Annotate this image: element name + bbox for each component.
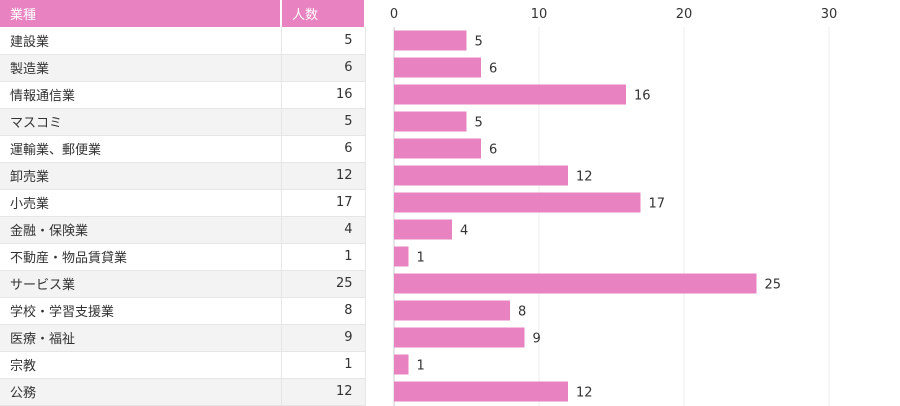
count-cell: 16 (281, 81, 366, 109)
count-cell: 12 (281, 162, 366, 190)
industry-cell: 情報通信業 (0, 81, 282, 109)
count-cell: 6 (281, 54, 366, 82)
table-row: 小売業 17 (0, 189, 366, 217)
table-row: 建設業 5 (0, 27, 366, 55)
bar (394, 327, 525, 348)
x-tick-label: 0 (390, 7, 398, 22)
bar (394, 219, 452, 240)
data-label: 8 (518, 305, 526, 320)
count-cell: 25 (281, 270, 366, 298)
count-cell: 5 (281, 108, 366, 136)
bar (394, 273, 757, 294)
industry-cell: 学校・学習支援業 (0, 297, 282, 325)
bar (394, 192, 641, 213)
bar (394, 381, 568, 402)
data-label: 4 (460, 224, 468, 239)
table-row: 運輸業、郵便業 6 (0, 135, 366, 163)
table-row: 情報通信業 16 (0, 81, 366, 109)
table-row: サービス業 25 (0, 270, 366, 298)
industry-cell: 宗教 (0, 351, 282, 379)
bar (394, 246, 409, 267)
industry-cell: 小売業 (0, 189, 282, 217)
data-label: 1 (417, 359, 425, 374)
bar (394, 111, 467, 132)
table-row: 医療・福祉 9 (0, 324, 366, 352)
table-row: 金融・保険業 4 (0, 216, 366, 244)
bar (394, 138, 481, 159)
data-label: 6 (489, 62, 497, 77)
table-row: 学校・学習支援業 8 (0, 297, 366, 325)
data-label: 1 (417, 251, 425, 266)
data-label: 17 (649, 197, 666, 212)
industry-cell: 医療・福祉 (0, 324, 282, 352)
industry-cell: 卸売業 (0, 162, 282, 190)
header-count: 人数 (281, 0, 366, 27)
count-cell: 1 (281, 351, 366, 379)
table-row: 卸売業 12 (0, 162, 366, 190)
table-row: 宗教 1 (0, 351, 366, 379)
bar (394, 30, 467, 51)
x-tick-label: 30 (821, 7, 838, 22)
count-cell: 8 (281, 297, 366, 325)
bar (394, 300, 510, 321)
bar (394, 57, 481, 78)
bar (394, 84, 626, 105)
table-row: 不動産・物品賃貸業 1 (0, 243, 366, 271)
data-label: 6 (489, 143, 497, 158)
count-cell: 9 (281, 324, 366, 352)
bar (394, 165, 568, 186)
industry-cell: マスコミ (0, 108, 282, 136)
industry-cell: 運輸業、郵便業 (0, 135, 282, 163)
industry-cell: 公務 (0, 378, 282, 406)
count-cell: 6 (281, 135, 366, 163)
data-label: 12 (576, 170, 593, 185)
data-label: 12 (576, 386, 593, 401)
table-row: 公務 12 (0, 378, 366, 406)
count-cell: 4 (281, 216, 366, 244)
bar (394, 354, 409, 375)
data-table: 業種 人数 建設業 5 製造業 6 情報通信業 16 マスコミ 5 運輸業、郵便業 6 卸売業 12 小… (0, 0, 366, 406)
industry-cell: サービス業 (0, 270, 282, 298)
industry-cell: 建設業 (0, 27, 282, 55)
count-cell: 17 (281, 189, 366, 217)
header-industry: 業種 (0, 0, 282, 27)
table-row: マスコミ 5 (0, 108, 366, 136)
x-tick-label: 20 (676, 7, 693, 22)
x-tick-label: 10 (531, 7, 548, 22)
data-label: 5 (475, 35, 483, 50)
count-cell: 12 (281, 378, 366, 406)
data-label: 5 (475, 116, 483, 131)
table-row: 製造業 6 (0, 54, 366, 82)
industry-cell: 不動産・物品賃貸業 (0, 243, 282, 271)
industry-cell: 金融・保険業 (0, 216, 282, 244)
count-cell: 1 (281, 243, 366, 271)
data-label: 9 (533, 332, 541, 347)
data-label: 16 (634, 89, 651, 104)
data-label: 25 (765, 278, 782, 293)
count-cell: 5 (281, 27, 366, 55)
industry-cell: 製造業 (0, 54, 282, 82)
